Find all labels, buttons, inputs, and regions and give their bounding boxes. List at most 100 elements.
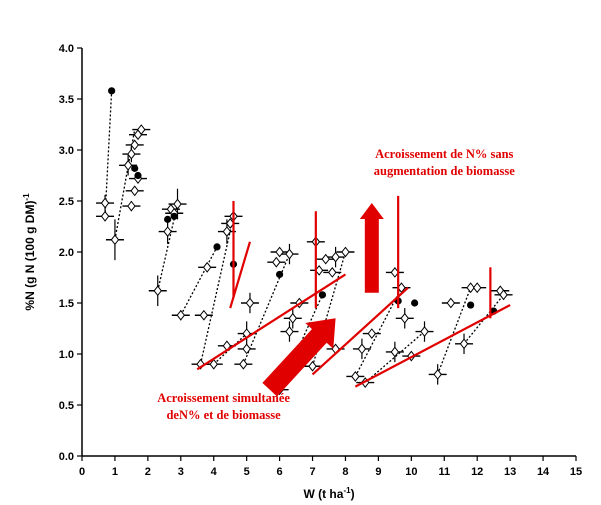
data-point-diamond [285,326,294,337]
data-point-diamond [341,246,350,258]
data-point-diamond [242,343,251,355]
arrow-layer [262,203,384,397]
data-point-filled [213,243,221,251]
axes-layer [77,47,577,461]
y-tick-label: 1.5 [59,298,74,310]
data-point-diamond [499,289,508,301]
data-point-diamond [245,297,255,309]
red-trend-line [311,286,409,376]
x-tick-label: 0 [79,466,85,478]
diagonal-arrow [262,318,336,397]
annotation-text: Acroissement de N% sans [375,147,513,161]
data-point-filled [131,164,139,172]
x-tick-label: 12 [471,466,483,478]
data-point-diamond [328,266,337,278]
x-tick-label: 8 [342,466,348,478]
data-point-diamond [331,251,340,263]
y-tick-label: 3.5 [59,94,74,106]
red-trend-line [196,273,347,371]
dotted-link [463,294,505,345]
data-point-diamond [308,360,317,372]
x-tick-label: 14 [537,466,550,478]
data-point-diamond [100,210,110,222]
data-point-diamond [272,256,281,268]
data-point-diamond [400,312,409,324]
dotted-link [437,287,472,375]
data-point-diamond [130,139,139,151]
x-tick-label: 11 [438,466,450,478]
data-point-filled [276,270,284,279]
x-tick-label: 10 [405,466,417,478]
data-point-filled [108,87,116,95]
data-point-diamond [357,343,367,355]
data-point-diamond [459,338,469,350]
data-point-filled [170,212,178,220]
data-point-filled [134,171,142,180]
y-tick-label: 0.0 [59,451,74,463]
x-tick-label: 4 [211,466,218,478]
data-point-diamond [285,248,294,260]
data-point-filled [411,299,419,307]
x-tick-label: 3 [178,466,184,478]
data-point-diamond [466,282,475,294]
data-point-filled [164,215,172,223]
data-point-diamond [202,261,212,273]
x-tick-label: 1 [112,466,118,478]
data-point-diamond [209,358,218,370]
data-point-diamond [275,246,284,258]
x-tick-label: 13 [504,466,516,478]
annotation-text: Acroissement simultanée [157,391,290,405]
y-tick-label: 3.0 [59,145,74,157]
y-tick-label: 0.5 [59,400,74,412]
data-point-diamond [199,309,209,321]
x-tick-label: 9 [375,466,381,478]
text-layer: 0 1 2 3 4 5 6 7 8 9 10 11 12 13 14 150.00.51.01.52.02.5… [22,43,582,501]
data-point-diamond [420,326,429,337]
data-point-diamond [130,185,139,197]
dotted-link [213,333,248,365]
data-point-diamond [321,253,330,265]
data-point-diamond [239,358,248,370]
data-point-diamond [222,226,232,238]
data-point-diamond [472,282,482,294]
y-tick-label: 2.5 [59,196,74,208]
y-tick-label: 1.0 [59,349,74,361]
dotted-link [364,331,425,384]
vertical-arrow [359,203,384,293]
dotted-link [157,203,179,291]
x-tick-label: 6 [277,466,283,478]
data-point-diamond [446,297,456,309]
annotation-text: augmentation de biomasse [374,164,515,178]
annotation-text: deN% et de biomasse [166,408,281,422]
data-point-diamond [433,368,442,380]
y-axis-label: %N (g N (100 g DM)-1 [22,193,37,311]
red-trend-line-layer [196,195,511,388]
x-axis-label: W (t ha-1) [303,486,354,501]
dotted-link [180,246,218,316]
data-point-diamond [123,159,133,171]
y-tick-label: 2.0 [59,247,74,259]
data-point-diamond [163,226,172,238]
y-tick-label: 4.0 [59,43,74,55]
data-point-filled [467,301,475,309]
data-point-diamond [110,234,120,246]
data-point-diamond [153,285,162,297]
data-point-diamond [367,328,377,340]
data-point-diamond [351,371,360,382]
dotted-link [104,90,113,217]
data-point-filled [318,291,327,299]
data-point-diamond [288,312,298,324]
data-point-diamond [127,148,136,160]
data-point-diamond [176,309,186,321]
data-point-diamond [173,198,182,210]
data-point-diamond [390,346,400,358]
x-tick-label: 15 [570,466,582,478]
data-point-diamond [137,124,146,136]
data-point-diamond [127,200,136,212]
red-trend-line [354,304,511,388]
x-tick-label: 5 [244,466,250,478]
x-tick-label: 2 [145,466,151,478]
data-point-diamond [100,197,110,209]
point-layer [100,87,508,396]
